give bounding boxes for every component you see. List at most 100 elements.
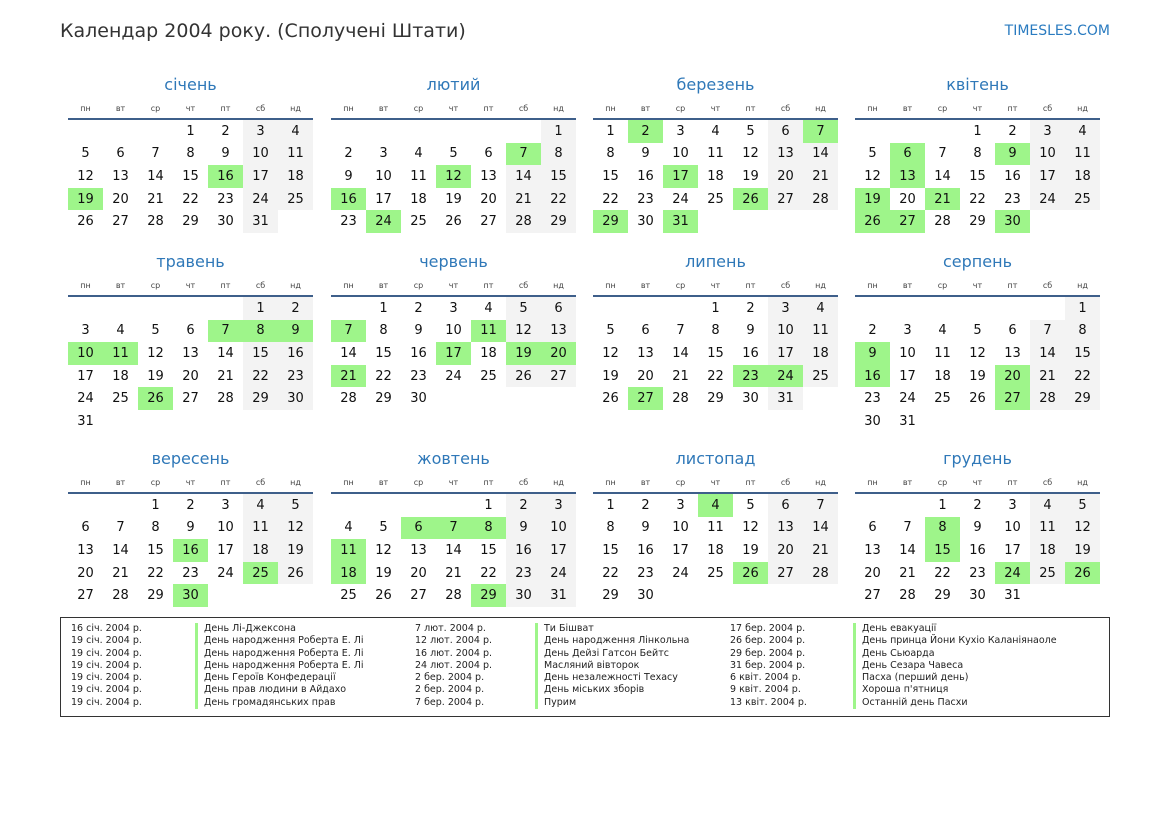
day-cell[interactable]: 22 [243,364,278,388]
day-cell[interactable]: 12 [147,345,164,361]
holiday-day[interactable]: 6 [401,516,436,540]
day-cell[interactable]: 30 [506,584,541,607]
holiday-day[interactable]: 26 [1065,561,1100,585]
day-cell[interactable]: 16 [506,539,541,562]
day-cell[interactable]: 1 [541,120,576,143]
day-cell[interactable]: 4 [344,520,353,536]
day-cell[interactable]: 29 [243,387,278,410]
holiday-day[interactable]: 17 [663,165,698,188]
day-cell[interactable]: 1 [186,123,195,139]
day-cell[interactable]: 9 [973,520,982,536]
day-cell[interactable]: 30 [278,387,313,410]
day-cell[interactable]: 2 [868,323,877,339]
day-cell[interactable]: 2 [186,497,195,513]
day-cell[interactable]: 25 [707,565,724,581]
holiday-day[interactable]: 24 [366,210,401,233]
day-cell[interactable]: 7 [1030,319,1065,343]
day-cell[interactable]: 12 [1065,516,1100,540]
day-cell[interactable]: 18 [243,539,278,562]
day-cell[interactable]: 28 [899,588,916,604]
day-cell[interactable]: 1 [606,497,615,513]
day-cell[interactable]: 3 [676,123,685,139]
day-cell[interactable]: 30 [637,588,654,604]
day-cell[interactable]: 5 [746,497,755,513]
day-cell[interactable]: 3 [81,323,90,339]
day-cell[interactable]: 22 [707,368,724,384]
day-cell[interactable]: 9 [506,516,541,540]
day-cell[interactable]: 25 [112,391,129,407]
day-cell[interactable]: 29 [1065,387,1100,410]
day-cell[interactable]: 24 [217,565,234,581]
holiday-day[interactable]: 27 [628,387,663,410]
day-cell[interactable]: 8 [151,520,160,536]
day-cell[interactable]: 31 [899,413,916,429]
day-cell[interactable]: 21 [112,565,129,581]
day-cell[interactable]: 15 [243,342,278,365]
day-cell[interactable]: 8 [1065,319,1100,343]
holiday-day[interactable]: 20 [995,364,1030,388]
day-cell[interactable]: 1 [938,497,947,513]
day-cell[interactable]: 9 [344,168,353,184]
day-cell[interactable]: 12 [375,542,392,558]
day-cell[interactable]: 26 [506,364,541,388]
day-cell[interactable]: 13 [182,345,199,361]
day-cell[interactable]: 3 [449,300,458,316]
holiday-day[interactable]: 4 [698,494,733,517]
day-cell[interactable]: 7 [903,520,912,536]
day-cell[interactable]: 12 [77,168,94,184]
holiday-day[interactable]: 11 [103,342,138,365]
day-cell[interactable]: 14 [803,516,838,540]
day-cell[interactable]: 26 [602,391,619,407]
brand-link[interactable]: TIMESLES.COM [1004,23,1110,39]
day-cell[interactable]: 1 [1065,297,1100,320]
day-cell[interactable]: 20 [410,565,427,581]
day-cell[interactable]: 13 [637,345,654,361]
day-cell[interactable]: 14 [147,168,164,184]
holiday-day[interactable]: 13 [890,165,925,188]
day-cell[interactable]: 3 [541,494,576,517]
day-cell[interactable]: 12 [742,520,759,536]
day-cell[interactable]: 29 [969,214,986,230]
day-cell[interactable]: 13 [768,142,803,166]
day-cell[interactable]: 3 [1030,120,1065,143]
holiday-day[interactable]: 7 [208,319,243,343]
day-cell[interactable]: 13 [1004,345,1021,361]
holiday-day[interactable]: 16 [331,187,366,211]
day-cell[interactable]: 18 [278,165,313,188]
day-cell[interactable]: 13 [410,542,427,558]
day-cell[interactable]: 3 [221,497,230,513]
holiday-day[interactable]: 8 [925,516,960,540]
day-cell[interactable]: 19 [742,168,759,184]
holiday-day[interactable]: 24 [995,561,1030,585]
day-cell[interactable]: 18 [707,542,724,558]
holiday-day[interactable]: 17 [436,342,471,365]
day-cell[interactable]: 24 [1030,187,1065,211]
day-cell[interactable]: 28 [803,187,838,211]
day-cell[interactable]: 4 [243,494,278,517]
day-cell[interactable]: 20 [864,565,881,581]
day-cell[interactable]: 6 [541,297,576,320]
day-cell[interactable]: 16 [637,168,654,184]
day-cell[interactable]: 8 [606,520,615,536]
day-cell[interactable]: 10 [243,142,278,166]
holiday-day[interactable]: 6 [890,142,925,166]
day-cell[interactable]: 19 [602,368,619,384]
day-cell[interactable]: 21 [445,565,462,581]
holiday-day[interactable]: 12 [436,165,471,188]
day-cell[interactable]: 10 [672,520,689,536]
day-cell[interactable]: 5 [1065,494,1100,517]
day-cell[interactable]: 19 [742,542,759,558]
day-cell[interactable]: 7 [676,323,685,339]
day-cell[interactable]: 29 [602,588,619,604]
holiday-day[interactable]: 31 [663,210,698,233]
day-cell[interactable]: 19 [969,368,986,384]
day-cell[interactable]: 25 [410,214,427,230]
holiday-day[interactable]: 30 [173,584,208,607]
day-cell[interactable]: 29 [182,214,199,230]
day-cell[interactable]: 24 [541,561,576,585]
day-cell[interactable]: 11 [707,146,724,162]
day-cell[interactable]: 4 [116,323,125,339]
day-cell[interactable]: 2 [641,497,650,513]
day-cell[interactable]: 24 [672,565,689,581]
day-cell[interactable]: 25 [480,368,497,384]
